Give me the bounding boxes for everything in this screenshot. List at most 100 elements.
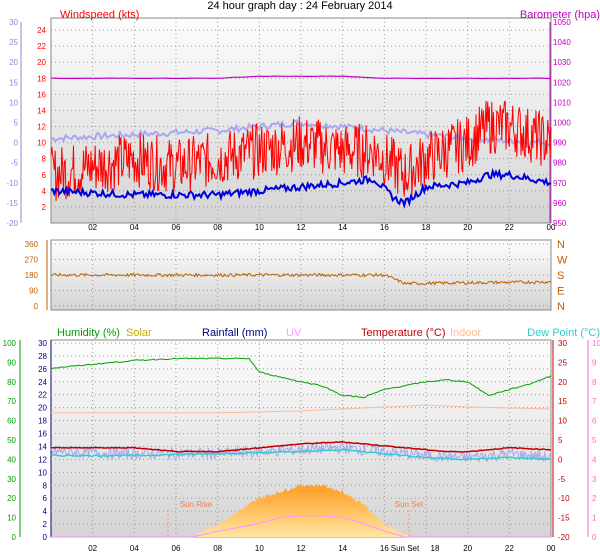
humidity-tick: 60 [7, 417, 16, 426]
rain-tick: 26 [38, 365, 47, 374]
sun-rise-label: Sun Rise [180, 500, 213, 509]
solar-area [192, 483, 410, 537]
temp-left-tick: 20 [9, 58, 18, 67]
temp-tick: 15 [558, 397, 567, 406]
rain-tick: 20 [38, 404, 47, 413]
rain-tick: 14 [38, 442, 47, 451]
temperature-line [50, 440, 552, 453]
rain-tick: 30 [38, 339, 47, 348]
windspeed-tick: 14 [37, 106, 46, 115]
x-tick-upper: 12 [297, 223, 306, 232]
x-tick-lower: 06 [172, 544, 181, 553]
windspeed-tick: 22 [37, 42, 46, 51]
uv-tick: 7 [592, 397, 597, 406]
temp-left-tick: 10 [9, 98, 18, 107]
windspeed-line [50, 100, 552, 201]
compass-tick: E [557, 286, 564, 298]
compass-tick: N [557, 239, 565, 251]
temp-left-tick: -20 [6, 219, 18, 228]
barometer-tick: 990 [553, 139, 567, 148]
uv-tick: 4 [592, 455, 597, 464]
uv-header: UV [286, 327, 302, 339]
barometer-tick: 980 [553, 159, 567, 168]
x-tick-upper: 16 [380, 223, 389, 232]
axis-ticks: 0202040406060808101012121414161618182020… [3, 18, 600, 553]
direction-line [50, 272, 552, 287]
rain-tick: 0 [43, 533, 48, 542]
uv-tick: 2 [592, 494, 597, 503]
uv-tick: 9 [592, 358, 597, 367]
series-layer [50, 75, 552, 538]
humidity-tick: 80 [7, 378, 16, 387]
x-tick-lower: 16 [380, 544, 389, 553]
windspeed-tick: 4 [42, 187, 47, 196]
temp-left-tick: 15 [9, 78, 18, 87]
windspeed-tick: 20 [37, 58, 46, 67]
temp-left-tick: 30 [9, 18, 18, 27]
rain-tick: 2 [43, 520, 48, 529]
dewpoint-line [50, 448, 552, 461]
humidity-tick: 90 [7, 358, 16, 367]
rain-tick: 28 [38, 352, 47, 361]
rainfall-header: Rainfall (mm) [202, 327, 267, 339]
rain-tick: 12 [38, 455, 47, 464]
barometer-tick: 1030 [553, 58, 571, 67]
temp-tick: 20 [558, 378, 567, 387]
x-tick-upper: 20 [463, 223, 472, 232]
rain-tick: 18 [38, 417, 47, 426]
barometer-tick: 1050 [553, 18, 571, 27]
humidity-tick: 20 [7, 494, 16, 503]
x-tick-upper: 00 [547, 223, 556, 232]
x-tick-upper: 02 [88, 223, 97, 232]
x-tick-upper: 10 [255, 223, 264, 232]
x-tick-lower: 14 [338, 544, 347, 553]
humidity-tick: 0 [12, 533, 17, 542]
uv-tick: 5 [592, 436, 597, 445]
temp-left-tick: 25 [9, 38, 18, 47]
x-tick-lower: 18 [431, 544, 440, 553]
compass-tick: W [557, 255, 568, 267]
x-tick-upper: 22 [505, 223, 514, 232]
barometer-tick: 1010 [553, 98, 571, 107]
x-tick-lower: 20 [463, 544, 472, 553]
wind-panel [50, 17, 552, 224]
windspeed-tick: 18 [37, 74, 46, 83]
x-tick-lower: 10 [255, 544, 264, 553]
x-tick-upper: 06 [172, 223, 181, 232]
humidity-tick: 100 [3, 339, 17, 348]
barometer-tick: 1020 [553, 78, 571, 87]
temp-left-tick: 5 [14, 119, 19, 128]
avg-wind-line [50, 167, 552, 209]
temperature-header: Temperature (°C) [361, 327, 445, 339]
axis-lines [19, 22, 589, 537]
indoor-line [51, 404, 552, 414]
indoor-header: Indoor [450, 327, 482, 339]
uv-tick: 6 [592, 417, 597, 426]
windspeed-title: Windspeed (kts) [60, 9, 139, 21]
temp-left-tick: -5 [11, 159, 19, 168]
barometer-title: Barometer (hpa) [520, 9, 600, 21]
temp-left-tick: -15 [6, 199, 18, 208]
direction-tick: 0 [34, 302, 39, 311]
temp-tick: 25 [558, 358, 567, 367]
uv-tick: 0 [592, 533, 597, 542]
uv-tick: 10 [592, 339, 600, 348]
temp-tick: 0 [558, 455, 563, 464]
rain-tick: 16 [38, 430, 47, 439]
x-tick-upper: 08 [213, 223, 222, 232]
windspeed-tick: 16 [37, 90, 46, 99]
sun-set-label: Sun Set [395, 500, 424, 509]
x-tick-lower: 12 [297, 544, 306, 553]
temp-left-tick: 0 [14, 139, 19, 148]
windspeed-tick: 6 [42, 171, 47, 180]
temp-left-tick: -10 [6, 179, 18, 188]
rain-tick: 6 [43, 494, 48, 503]
barometer-tick: 960 [553, 199, 567, 208]
uv-line [51, 515, 551, 538]
rain-tick: 24 [38, 378, 47, 387]
x-tick-upper: 14 [338, 223, 347, 232]
sun-markers: Sun Rise Sun Set Sun Set [167, 500, 424, 553]
barometer-tick: 950 [553, 219, 567, 228]
direction-tick: 90 [29, 287, 38, 296]
